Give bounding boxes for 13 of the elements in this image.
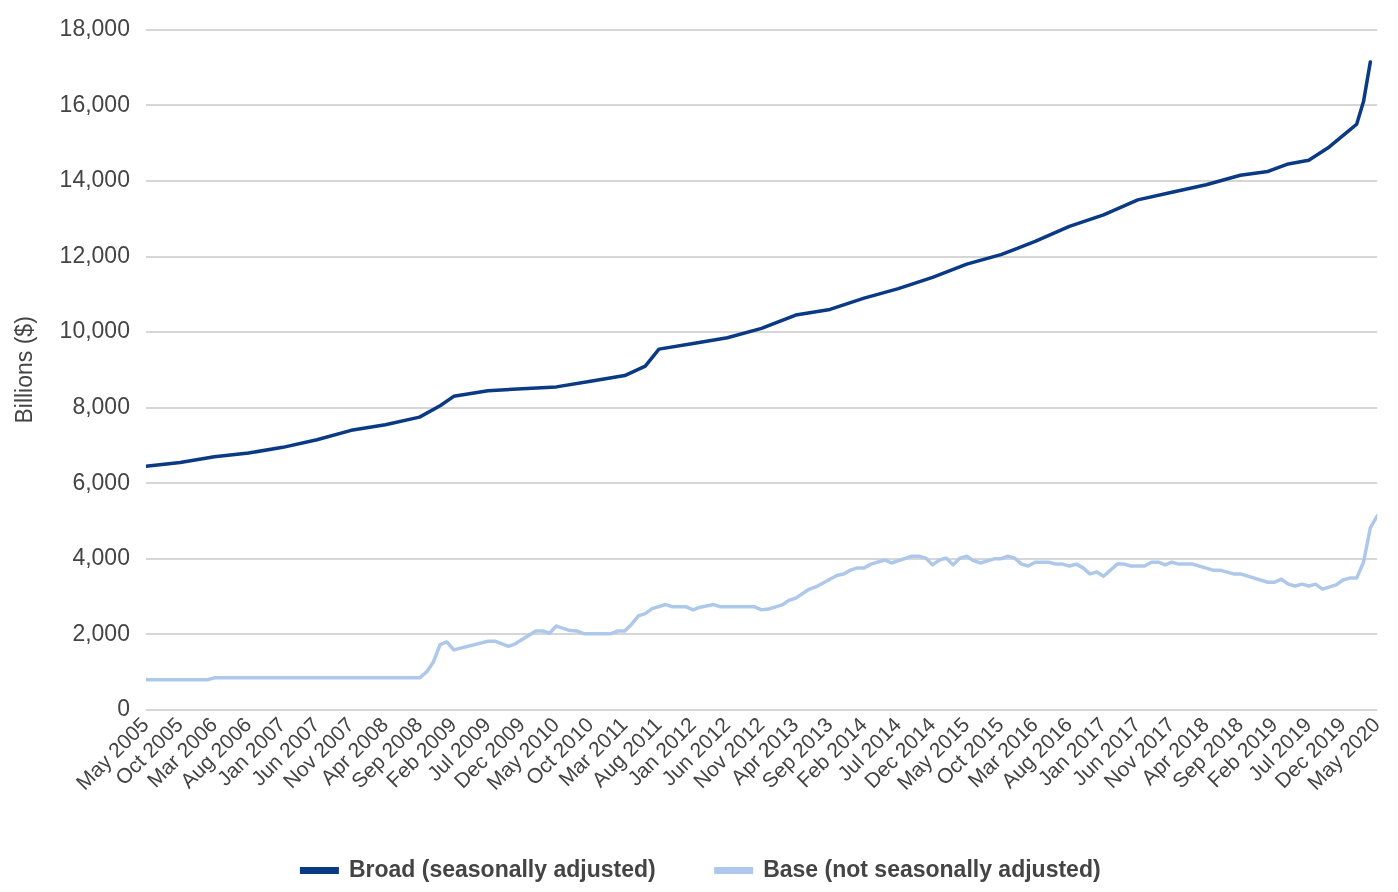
y-tick-label: 12,000 (59, 241, 130, 268)
y-tick-label: 14,000 (59, 166, 130, 193)
legend-label: Base (not seasonally adjusted) (763, 855, 1101, 882)
y-tick-label: 4,000 (72, 544, 130, 571)
y-tick-label: 16,000 (59, 90, 130, 117)
y-axis-title: Billions ($) (11, 316, 38, 424)
y-tick-label: 10,000 (59, 317, 130, 344)
y-tick-label: 8,000 (72, 393, 130, 420)
legend-label: Broad (seasonally adjusted) (348, 855, 656, 882)
y-tick-label: 0 (117, 695, 130, 722)
y-tick-label: 2,000 (72, 619, 130, 646)
y-tick-label: 6,000 (72, 468, 130, 495)
y-tick-label: 18,000 (59, 15, 130, 42)
